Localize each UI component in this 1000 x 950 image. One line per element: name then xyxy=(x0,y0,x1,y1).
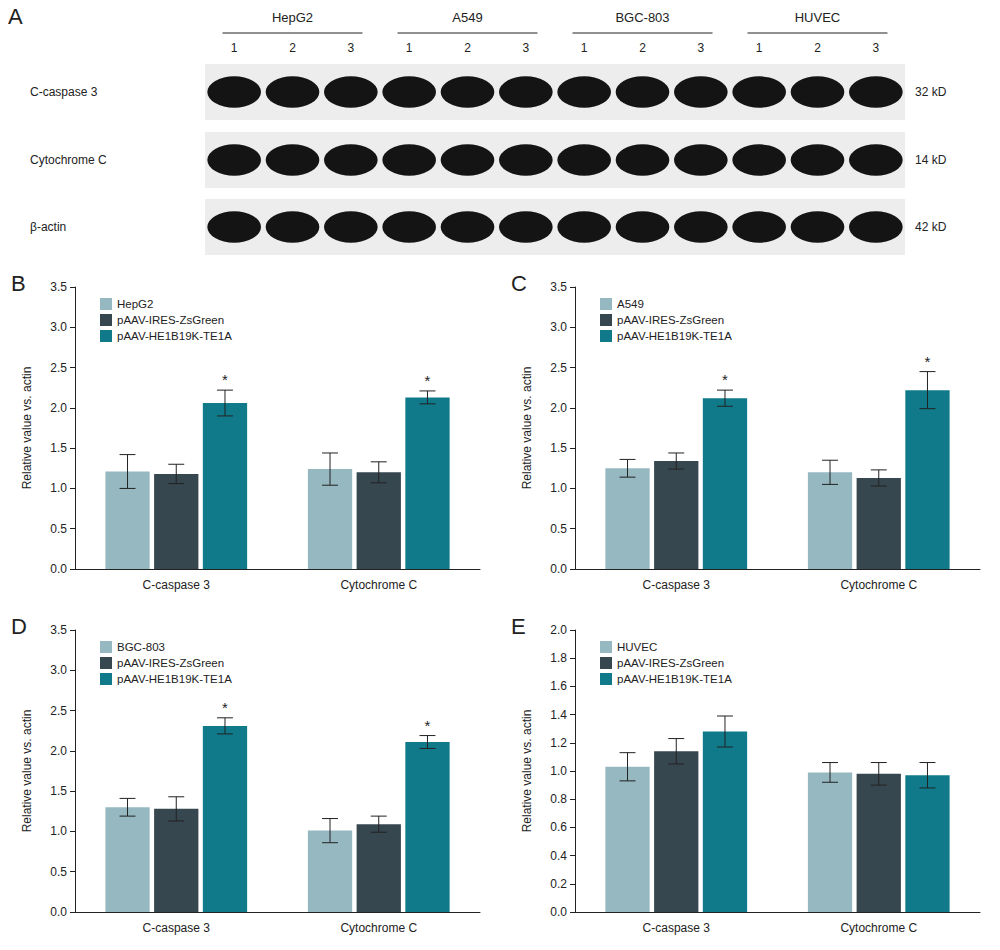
svg-text:3: 3 xyxy=(347,41,354,55)
svg-text:3: 3 xyxy=(522,41,529,55)
svg-text:C-caspase 3: C-caspase 3 xyxy=(143,578,211,592)
svg-text:A549: A549 xyxy=(452,10,482,25)
svg-text:0.2: 0.2 xyxy=(550,877,567,891)
svg-text:14 kD: 14 kD xyxy=(915,153,947,167)
svg-text:1.5: 1.5 xyxy=(550,441,567,455)
svg-text:B: B xyxy=(11,271,26,296)
svg-text:*: * xyxy=(222,371,228,388)
svg-text:Relative value vs. actin: Relative value vs. actin xyxy=(520,710,534,833)
svg-text:1.4: 1.4 xyxy=(550,708,567,722)
svg-text:3.0: 3.0 xyxy=(550,320,567,334)
svg-text:2.5: 2.5 xyxy=(50,704,67,718)
svg-text:2: 2 xyxy=(464,41,471,55)
svg-text:BGC-803: BGC-803 xyxy=(117,641,165,653)
svg-text:*: * xyxy=(425,717,431,734)
svg-text:0.5: 0.5 xyxy=(550,522,567,536)
svg-text:0.0: 0.0 xyxy=(50,562,67,576)
svg-text:2.0: 2.0 xyxy=(550,401,567,415)
svg-text:Cytochrome C: Cytochrome C xyxy=(30,153,107,167)
svg-text:3.5: 3.5 xyxy=(550,280,567,294)
svg-text:3.5: 3.5 xyxy=(50,623,67,637)
svg-text:1.5: 1.5 xyxy=(50,441,67,455)
svg-text:2.0: 2.0 xyxy=(50,744,67,758)
svg-text:3.0: 3.0 xyxy=(50,663,67,677)
svg-text:C-caspase 3: C-caspase 3 xyxy=(643,921,711,935)
svg-text:1.8: 1.8 xyxy=(550,651,567,665)
svg-text:2.0: 2.0 xyxy=(50,401,67,415)
svg-text:*: * xyxy=(425,372,431,389)
svg-text:42 kD: 42 kD xyxy=(915,220,947,234)
svg-text:*: * xyxy=(722,371,728,388)
svg-text:Relative value vs. actin: Relative value vs. actin xyxy=(520,367,534,490)
svg-text:0.5: 0.5 xyxy=(50,865,67,879)
svg-text:0.4: 0.4 xyxy=(550,849,567,863)
svg-text:C: C xyxy=(511,271,527,296)
svg-text:1: 1 xyxy=(231,41,238,55)
svg-text:β-actin: β-actin xyxy=(30,220,66,234)
svg-text:Cytochrome C: Cytochrome C xyxy=(340,921,417,935)
svg-text:0.0: 0.0 xyxy=(550,562,567,576)
svg-text:C-caspase 3: C-caspase 3 xyxy=(643,578,711,592)
svg-text:2: 2 xyxy=(814,41,821,55)
svg-text:Cytochrome C: Cytochrome C xyxy=(340,578,417,592)
svg-text:pAAV-IRES-ZsGreen: pAAV-IRES-ZsGreen xyxy=(117,657,224,669)
svg-text:1.0: 1.0 xyxy=(50,824,67,838)
svg-text:0.0: 0.0 xyxy=(50,905,67,919)
svg-text:A: A xyxy=(8,4,23,29)
svg-text:Cytochrome C: Cytochrome C xyxy=(840,578,917,592)
svg-text:2.5: 2.5 xyxy=(550,361,567,375)
svg-text:3: 3 xyxy=(872,41,879,55)
svg-text:E: E xyxy=(511,614,526,639)
svg-text:1.0: 1.0 xyxy=(550,481,567,495)
svg-text:D: D xyxy=(11,614,27,639)
svg-text:BGC-803: BGC-803 xyxy=(615,10,669,25)
svg-text:32 kD: 32 kD xyxy=(915,85,947,99)
svg-text:C-caspase 3: C-caspase 3 xyxy=(143,921,211,935)
svg-text:HUVEC: HUVEC xyxy=(795,10,841,25)
svg-text:0.5: 0.5 xyxy=(50,522,67,536)
svg-text:pAAV-IRES-ZsGreen: pAAV-IRES-ZsGreen xyxy=(117,314,224,326)
svg-text:Cytochrome C: Cytochrome C xyxy=(840,921,917,935)
svg-text:Relative value vs. actin: Relative value vs. actin xyxy=(20,367,34,490)
svg-text:C-caspase 3: C-caspase 3 xyxy=(30,85,98,99)
svg-text:HepG2: HepG2 xyxy=(117,298,153,310)
svg-text:HepG2: HepG2 xyxy=(272,10,313,25)
svg-text:3.0: 3.0 xyxy=(50,320,67,334)
svg-text:*: * xyxy=(925,353,931,370)
svg-text:*: * xyxy=(222,699,228,716)
svg-text:2.5: 2.5 xyxy=(50,361,67,375)
svg-text:0.6: 0.6 xyxy=(550,820,567,834)
svg-text:pAAV-HE1B19K-TE1A: pAAV-HE1B19K-TE1A xyxy=(117,330,232,342)
svg-text:pAAV-HE1B19K-TE1A: pAAV-HE1B19K-TE1A xyxy=(617,330,732,342)
svg-text:pAAV-IRES-ZsGreen: pAAV-IRES-ZsGreen xyxy=(617,657,724,669)
svg-text:1.2: 1.2 xyxy=(550,736,567,750)
svg-text:2: 2 xyxy=(639,41,646,55)
svg-text:Relative value vs. actin: Relative value vs. actin xyxy=(20,710,34,833)
svg-text:1: 1 xyxy=(406,41,413,55)
svg-text:0.0: 0.0 xyxy=(550,905,567,919)
svg-text:2.0: 2.0 xyxy=(550,623,567,637)
svg-text:2: 2 xyxy=(289,41,296,55)
svg-text:pAAV-HE1B19K-TE1A: pAAV-HE1B19K-TE1A xyxy=(617,673,732,685)
svg-text:HUVEC: HUVEC xyxy=(617,641,657,653)
svg-text:0.8: 0.8 xyxy=(550,792,567,806)
svg-text:1: 1 xyxy=(581,41,588,55)
svg-text:3.5: 3.5 xyxy=(50,280,67,294)
svg-text:1.5: 1.5 xyxy=(50,784,67,798)
svg-text:1.0: 1.0 xyxy=(550,764,567,778)
svg-text:pAAV-IRES-ZsGreen: pAAV-IRES-ZsGreen xyxy=(617,314,724,326)
svg-text:1: 1 xyxy=(756,41,763,55)
svg-text:1.6: 1.6 xyxy=(550,679,567,693)
svg-text:3: 3 xyxy=(697,41,704,55)
svg-text:pAAV-HE1B19K-TE1A: pAAV-HE1B19K-TE1A xyxy=(117,673,232,685)
svg-text:A549: A549 xyxy=(617,298,644,310)
svg-text:1.0: 1.0 xyxy=(50,481,67,495)
